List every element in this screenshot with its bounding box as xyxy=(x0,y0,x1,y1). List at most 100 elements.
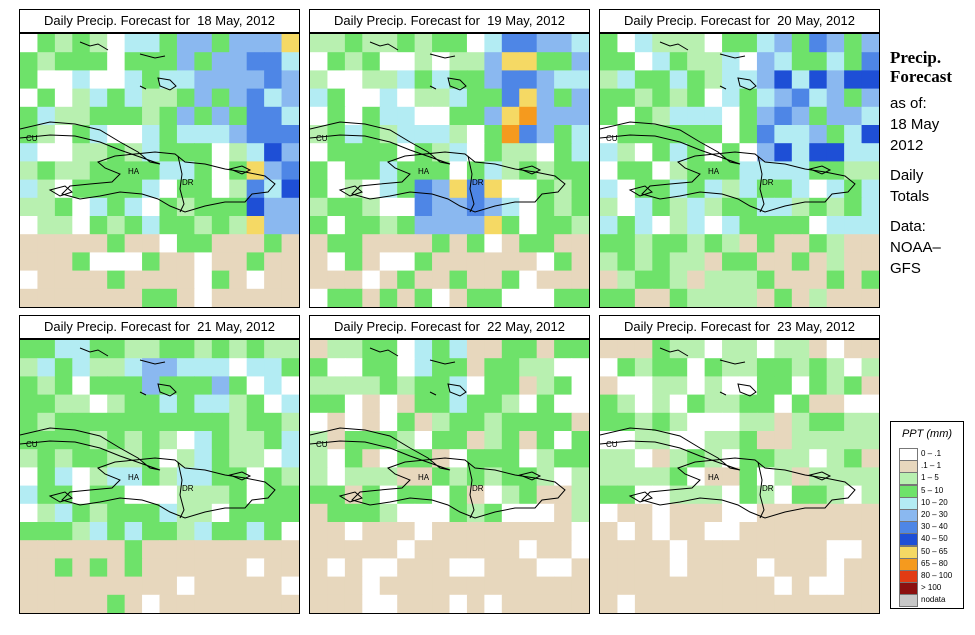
grid-cell xyxy=(124,503,143,523)
grid-cell xyxy=(344,358,363,377)
grid-cell xyxy=(264,197,283,217)
grid-cell xyxy=(107,197,126,217)
grid-cell xyxy=(194,34,213,53)
grid-cell xyxy=(327,216,346,235)
grid-cell xyxy=(397,431,416,450)
grid-cell xyxy=(554,88,573,108)
grid-cell xyxy=(281,34,299,53)
forecast-panel-6: Daily Precip. Forecast for 23 May, 2012 … xyxy=(599,315,880,614)
grid-cell xyxy=(142,161,161,181)
grid-cell xyxy=(722,558,741,578)
grid-cell xyxy=(414,340,433,359)
grid-cell xyxy=(397,394,416,414)
country-label: CU xyxy=(316,440,328,449)
grid-cell xyxy=(756,106,775,126)
grid-cell xyxy=(756,449,775,468)
grid-cell xyxy=(37,340,56,359)
country-label: DR xyxy=(472,484,484,493)
forecast-panel-2: Daily Precip. Forecast for 19 May, 2012 … xyxy=(309,9,590,308)
grid-cell xyxy=(159,270,178,290)
grid-cell xyxy=(54,288,73,307)
grid-cell xyxy=(379,594,398,613)
grid-cell xyxy=(20,34,39,53)
grid-cell xyxy=(756,288,775,307)
grid-cell xyxy=(327,558,346,578)
grid-cell xyxy=(501,594,520,613)
grid-cell xyxy=(519,394,538,414)
grid-cell xyxy=(281,70,299,90)
grid-cell xyxy=(310,252,329,272)
grid-cell xyxy=(310,143,329,162)
grid-cell xyxy=(844,179,863,199)
grid-cell xyxy=(327,358,346,377)
grid-cell xyxy=(536,252,555,272)
grid-cell xyxy=(791,288,810,307)
grid-cell xyxy=(327,340,346,359)
grid-cell xyxy=(379,522,398,541)
grid-cell xyxy=(554,376,573,396)
grid-cell xyxy=(432,431,451,450)
grid-cell xyxy=(327,88,346,108)
grid-cell xyxy=(652,288,671,307)
grid-cell xyxy=(652,270,671,290)
grid-cell xyxy=(89,52,108,71)
grid-cell xyxy=(774,376,793,396)
grid-cell xyxy=(142,394,161,414)
grid-cell xyxy=(791,197,810,217)
grid-cell xyxy=(809,485,828,505)
legend-swatch xyxy=(899,484,918,498)
grid-cell xyxy=(634,106,653,126)
grid-cell xyxy=(669,161,688,181)
grid-cell xyxy=(264,394,283,414)
grid-cell xyxy=(704,522,723,541)
country-label: DR xyxy=(472,178,484,187)
grid-cell xyxy=(72,34,91,53)
grid-cell xyxy=(704,270,723,290)
grid-cell xyxy=(571,70,589,90)
grid-cell xyxy=(344,485,363,505)
grid-cell xyxy=(634,358,653,377)
grid-cell xyxy=(484,125,503,144)
grid-cell xyxy=(449,558,468,578)
side-annotation: Precip. Forecast as of: 18 May 2012 Dail… xyxy=(890,48,972,279)
grid-cell xyxy=(20,270,39,290)
grid-cell xyxy=(107,376,126,396)
grid-cell xyxy=(466,216,485,235)
grid-cell xyxy=(246,394,265,414)
grid-cell xyxy=(229,70,248,90)
grid-cell xyxy=(687,125,706,144)
grid-cell xyxy=(379,179,398,199)
grid-cell xyxy=(414,143,433,162)
grid-cell xyxy=(791,143,810,162)
grid-cell xyxy=(37,376,56,396)
grid-cell xyxy=(281,558,299,578)
grid-cell xyxy=(281,161,299,181)
grid-cell xyxy=(809,594,828,613)
grid-cell xyxy=(159,143,178,162)
grid-cell xyxy=(264,179,283,199)
grid-cell xyxy=(536,234,555,253)
grid-cell xyxy=(310,270,329,290)
grid-cell xyxy=(791,234,810,253)
grid-cell xyxy=(722,106,741,126)
grid-cell xyxy=(756,143,775,162)
grid-cell xyxy=(774,234,793,253)
grid-cell xyxy=(176,252,195,272)
grid-cell xyxy=(536,52,555,71)
grid-cell xyxy=(809,52,828,71)
grid-cell xyxy=(501,412,520,432)
grid-cell xyxy=(600,179,619,199)
grid-cell xyxy=(826,358,845,377)
grid-cell xyxy=(600,270,619,290)
grid-cell xyxy=(327,412,346,432)
grid-cell xyxy=(844,88,863,108)
grid-cell xyxy=(37,288,56,307)
grid-cell xyxy=(634,70,653,90)
grid-cell xyxy=(362,88,381,108)
coastline xyxy=(808,471,832,481)
grid-cell xyxy=(89,467,108,487)
grid-cell xyxy=(484,216,503,235)
grid-cell xyxy=(844,52,863,71)
grid-cell xyxy=(414,197,433,217)
